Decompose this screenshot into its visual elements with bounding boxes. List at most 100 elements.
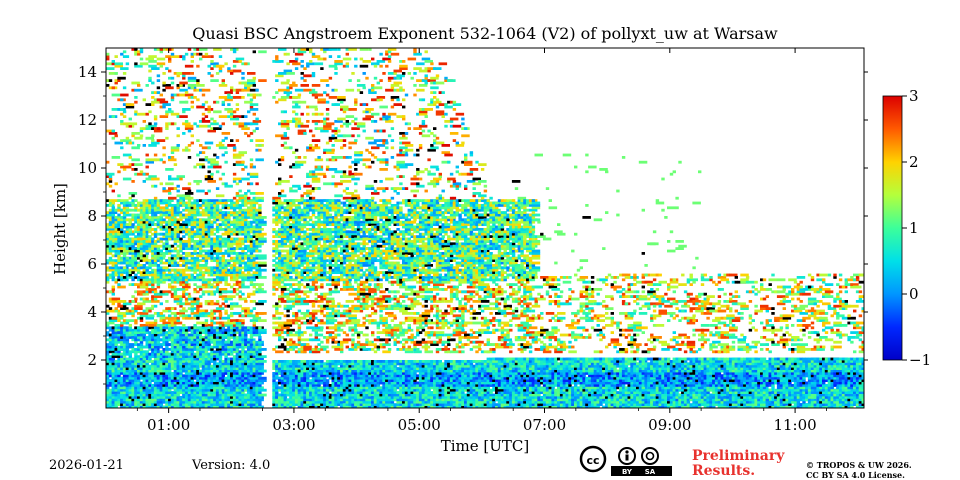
heatmap-cell: [106, 403, 110, 406]
heatmap-cell: [289, 254, 293, 258]
heatmap-cell: [241, 350, 245, 354]
heatmap-cell: [227, 367, 231, 370]
heatmap-cell: [235, 362, 240, 366]
heatmap-cell: [311, 264, 316, 267]
heatmap-cell: [131, 369, 135, 373]
heatmap-cell: [309, 146, 313, 150]
heatmap-cell: [275, 100, 279, 104]
heatmap-cell: [184, 396, 189, 399]
heatmap-cell: [275, 74, 284, 78]
heatmap-cell: [272, 326, 281, 330]
heatmap-cell: [300, 388, 304, 392]
heatmap-cell: [190, 237, 194, 241]
heatmap-cell: [106, 213, 115, 217]
heatmap-cell: [303, 379, 307, 382]
heatmap-cell: [283, 206, 287, 210]
heatmap-cell: [196, 336, 200, 339]
heatmap-cell: [137, 362, 141, 366]
heatmap-cell: [196, 189, 205, 193]
heatmap-cell: [153, 290, 158, 294]
heatmap-cell: [213, 165, 222, 169]
heatmap-cell: [258, 288, 262, 291]
heatmap-cell: [213, 321, 217, 325]
heatmap-cell: [120, 139, 124, 142]
heatmap-cell: [294, 362, 299, 366]
heatmap-cell: [184, 338, 189, 342]
heatmap-cell: [303, 350, 307, 354]
heatmap-cell: [258, 369, 267, 373]
heatmap-cell: [190, 60, 194, 63]
heatmap-cell: [148, 388, 152, 392]
heatmap-cell: [289, 362, 293, 366]
heatmap-cell: [187, 76, 197, 80]
heatmap-cell: [151, 96, 155, 99]
heatmap-cell: [179, 115, 188, 118]
heatmap-cell: [207, 388, 211, 392]
heatmap-cell: [145, 84, 149, 87]
heatmap-cell: [303, 237, 307, 241]
heatmap-cell: [193, 249, 197, 253]
heatmap-cell: [193, 252, 197, 255]
heatmap-cell: [134, 367, 138, 370]
heatmap-cell: [120, 388, 124, 392]
heatmap-cell: [255, 228, 264, 231]
heatmap-cell: [249, 331, 254, 334]
heatmap-cell: [292, 62, 301, 66]
heatmap-cell: [190, 266, 194, 270]
heatmap-cell: [255, 196, 264, 200]
heatmap-cell: [153, 396, 158, 399]
heatmap-cell: [173, 362, 178, 366]
heatmap-cell: [176, 331, 180, 334]
heatmap-cell: [168, 201, 172, 205]
heatmap-cell: [153, 319, 158, 322]
heatmap-cell: [170, 76, 175, 80]
heatmap-cell: [176, 316, 180, 320]
heatmap-cell: [137, 218, 141, 222]
heatmap-cell: [230, 352, 234, 356]
heatmap-cell: [111, 400, 115, 404]
heatmap-cell: [204, 338, 209, 342]
heatmap-cell: [159, 350, 163, 354]
heatmap-cell: [294, 148, 299, 152]
heatmap-cell: [151, 403, 155, 406]
heatmap-cell: [255, 127, 259, 130]
heatmap-cell: [190, 297, 194, 301]
heatmap-cell: [227, 216, 231, 219]
heatmap-cell: [199, 312, 203, 315]
heatmap-cell: [139, 393, 144, 397]
heatmap-cell: [238, 271, 242, 274]
heatmap-cell: [241, 326, 250, 330]
heatmap-cell: [111, 93, 121, 97]
heatmap-cell: [156, 266, 166, 270]
heatmap-cell: [303, 184, 312, 188]
heatmap-cell: [280, 384, 285, 387]
heatmap-cell: [306, 194, 310, 198]
heatmap-cell: [252, 261, 262, 265]
heatmap-cell: [306, 381, 310, 385]
heatmap-cell: [213, 259, 217, 262]
heatmap-cell: [173, 292, 178, 296]
heatmap-cell: [247, 172, 251, 176]
heatmap-cell: [204, 393, 209, 397]
heatmap-cell: [134, 199, 138, 202]
heatmap-cell: [156, 381, 161, 385]
heatmap-cell: [252, 405, 256, 408]
heatmap-cell: [145, 321, 154, 325]
heatmap-cell: [156, 79, 161, 82]
heatmap-cell: [249, 103, 259, 106]
heatmap-cell: [300, 379, 304, 382]
heatmap-cell: [232, 240, 237, 243]
heatmap-cell: [286, 249, 290, 253]
heatmap-cell: [210, 278, 214, 282]
heatmap-cell: [232, 384, 237, 387]
heatmap-cell: [201, 103, 206, 106]
heatmap-cell: [179, 213, 183, 217]
heatmap-cell: [151, 244, 155, 248]
heatmap-cell: [210, 292, 214, 296]
heatmap-cell: [176, 362, 180, 366]
heatmap-cell: [162, 271, 166, 274]
heatmap-cell: [292, 242, 296, 246]
heatmap-cell: [128, 326, 132, 330]
heatmap-cell: [151, 213, 155, 217]
heatmap-cell: [204, 348, 209, 351]
